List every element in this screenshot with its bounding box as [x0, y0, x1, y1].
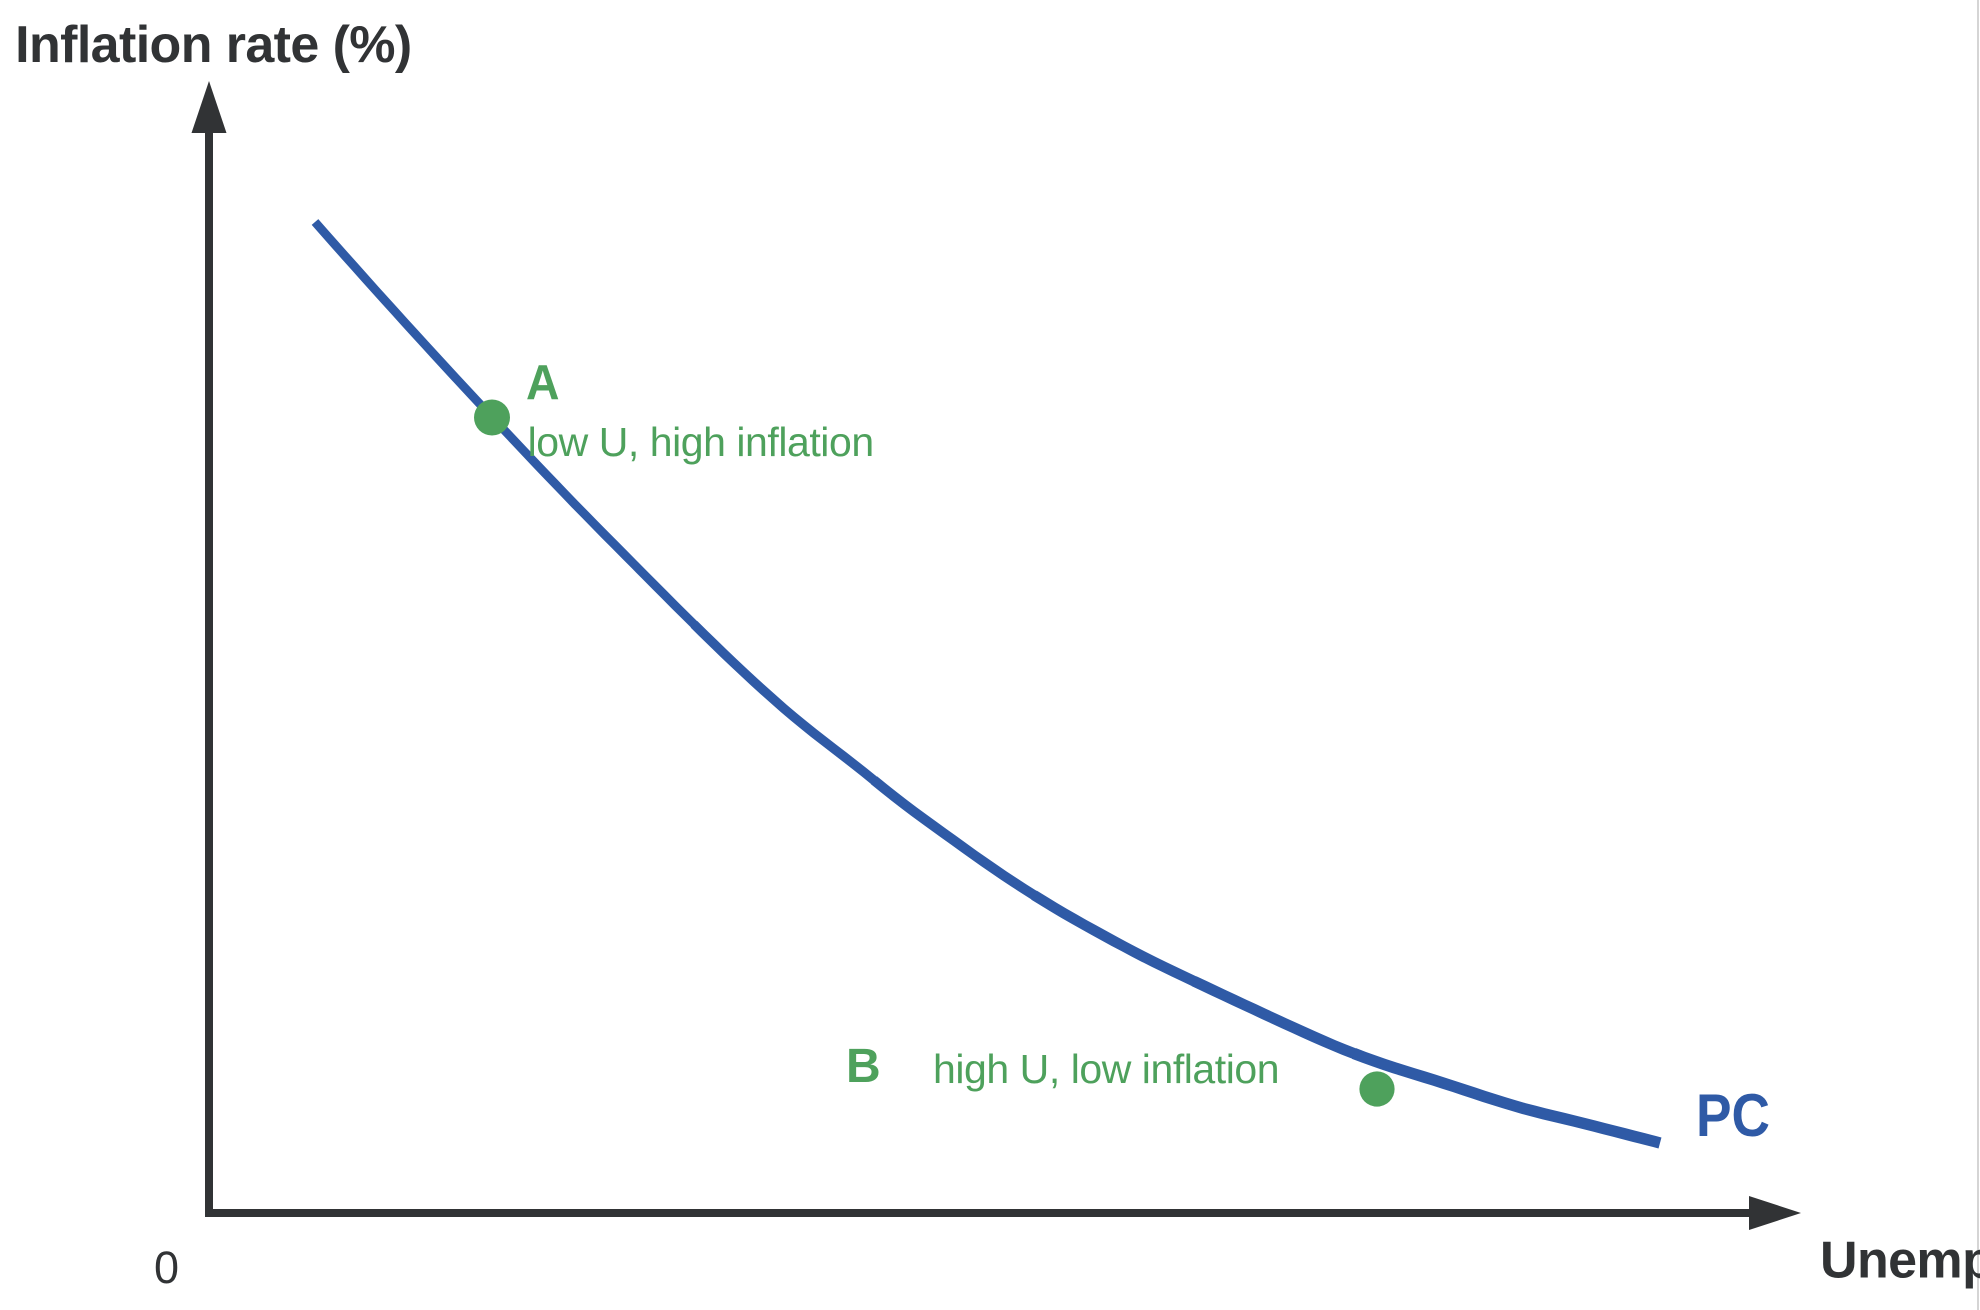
- svg-text:0: 0: [154, 1242, 179, 1293]
- svg-text:A: A: [526, 356, 560, 410]
- svg-text:low U, high inflation: low U, high inflation: [528, 419, 874, 465]
- svg-text:Unemployment rate (%): Unemployment rate (%): [1820, 1232, 1980, 1290]
- svg-text:PC: PC: [1696, 1082, 1770, 1149]
- svg-text:high U, low inflation: high U, low inflation: [933, 1046, 1279, 1092]
- svg-text:Inflation rate (%): Inflation rate (%): [15, 16, 412, 74]
- svg-text:B: B: [846, 1040, 881, 1093]
